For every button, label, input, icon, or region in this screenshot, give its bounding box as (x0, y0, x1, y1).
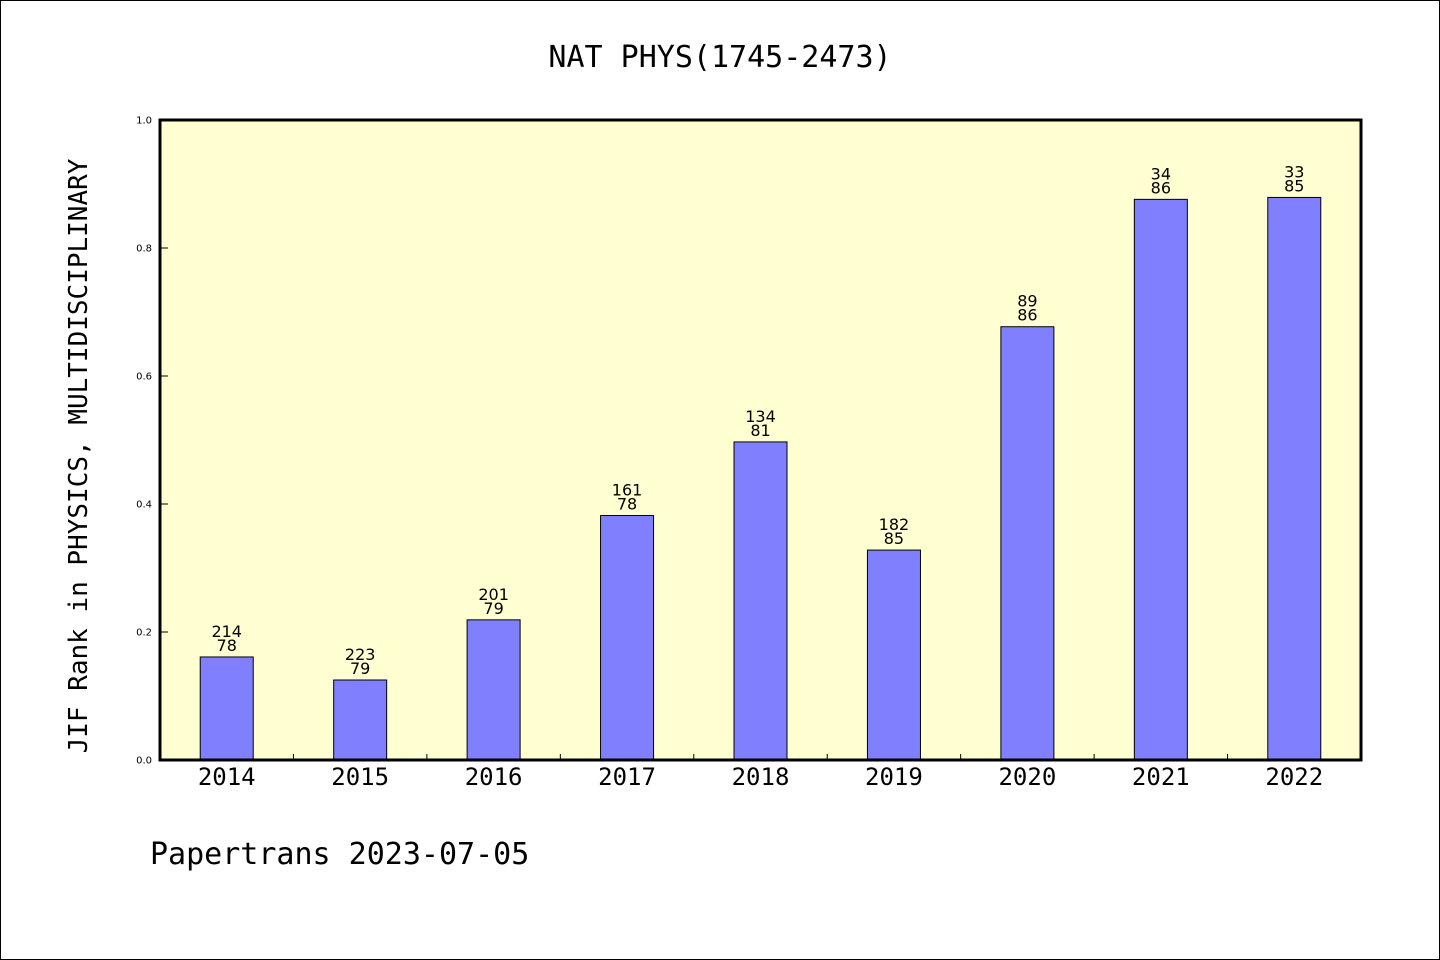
bar-label-bottom-2014: 78 (217, 636, 237, 655)
x-tick-label-2017: 2017 (598, 763, 656, 791)
bar-2021 (1133, 198, 1188, 761)
bar-label-bottom-2020: 86 (1017, 306, 1037, 325)
bar-2019 (866, 549, 921, 761)
bar-label-bottom-2022: 85 (1284, 176, 1304, 195)
bar-label-top-2021: 34 (1151, 164, 1171, 183)
footer-text: Papertrans 2023-07-05 (150, 837, 529, 872)
bar-2016 (466, 619, 521, 761)
x-tick-label-2015: 2015 (331, 763, 389, 791)
bars (199, 196, 1322, 761)
bar-label-top-2022: 33 (1284, 162, 1304, 181)
bar-label-top-2015: 223 (345, 645, 376, 664)
bar-label-top-2019: 182 (879, 515, 910, 534)
y-tick-label: 0.2 (136, 628, 152, 639)
x-axis-ticks: 2014 2015 2016 2017 2018 2019 2020 2021 2022 (198, 754, 1323, 791)
x-tick-label-2019: 2019 (865, 763, 923, 791)
y-tick-label: 0.6 (136, 372, 152, 383)
bar-label-bottom-2019: 85 (884, 529, 904, 548)
bar-label-bottom-2017: 78 (617, 495, 637, 514)
bar-label-top-2017: 161 (612, 481, 643, 500)
bar-label-bottom-2018: 81 (750, 421, 770, 440)
y-axis-label: JIF Rank in PHYSICS, MULTIDISCIPLINARY (64, 158, 94, 753)
chart-title: NAT PHYS(1745-2473) (548, 40, 891, 75)
x-tick-label-2018: 2018 (732, 763, 790, 791)
bar-label-top-2018: 134 (745, 407, 776, 426)
bar-2018 (733, 441, 788, 761)
y-tick-label: 0.0 (136, 756, 152, 767)
bar-2020 (1000, 326, 1055, 761)
bar-label-top-2020: 89 (1017, 292, 1037, 311)
x-tick-label-2014: 2014 (198, 763, 256, 791)
x-tick-label-2022: 2022 (1265, 763, 1323, 791)
bar-label-top-2014: 214 (211, 622, 242, 641)
y-tick-label: 0.4 (136, 500, 152, 511)
bar-label-bottom-2016: 79 (483, 599, 503, 618)
bar-label-bottom-2021: 86 (1151, 178, 1171, 197)
bar-2017 (600, 515, 655, 761)
bar-label-top-2016: 201 (478, 585, 509, 604)
x-tick-label-2020: 2020 (998, 763, 1056, 791)
y-tick-label: 0.8 (136, 244, 152, 255)
bar-2014 (199, 656, 254, 761)
y-tick-label: 1.0 (136, 116, 152, 127)
plot-border (158, 118, 1363, 762)
x-tick-label-2021: 2021 (1132, 763, 1190, 791)
x-tick-label-2016: 2016 (465, 763, 523, 791)
bar-2022 (1267, 196, 1322, 761)
bar-label-bottom-2015: 79 (350, 659, 370, 678)
bar-2015 (333, 679, 388, 761)
